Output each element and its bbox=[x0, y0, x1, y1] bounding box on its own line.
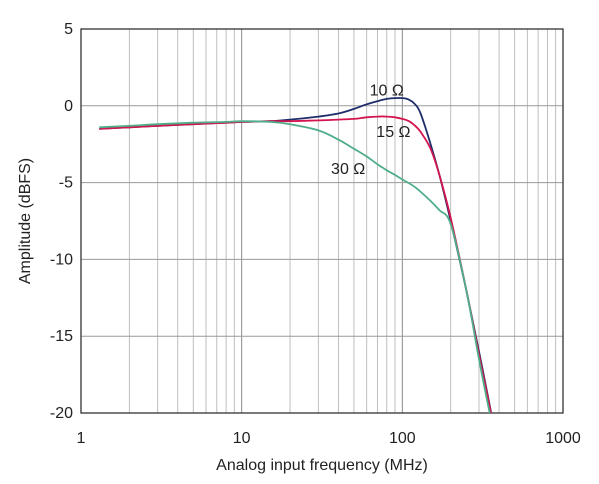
minor-gridlines bbox=[128, 29, 557, 413]
series-line-3 bbox=[99, 120, 491, 413]
x-tick-label: 1 bbox=[77, 430, 86, 447]
series-annotation: 15 Ω bbox=[376, 124, 410, 141]
y-tick-label: -20 bbox=[50, 405, 73, 422]
series-annotation: 30 Ω bbox=[331, 161, 365, 178]
y-tick-label: -10 bbox=[50, 251, 73, 268]
series-line-2 bbox=[99, 115, 492, 413]
series-annotation: 10 Ω bbox=[370, 82, 404, 99]
major-gridlines bbox=[80, 28, 564, 414]
x-tick-labels: 1 10 100 1000 bbox=[77, 430, 581, 447]
y-tick-label: 5 bbox=[64, 21, 73, 38]
y-tick-label: -5 bbox=[59, 175, 73, 192]
series-annotations: 10 Ω 15 Ω 30 Ω bbox=[331, 82, 411, 177]
series-lines bbox=[99, 97, 493, 413]
y-tick-labels: 5 0 -5 -10 -15 -20 bbox=[50, 21, 73, 422]
x-tick-label: 1000 bbox=[545, 430, 581, 447]
x-axis-label: Analog input frequency (MHz) bbox=[216, 457, 428, 474]
y-tick-label: -15 bbox=[50, 328, 73, 345]
y-axis-label: Amplitude (dBFS) bbox=[17, 158, 34, 284]
plot-frame bbox=[80, 28, 564, 414]
x-tick-label: 10 bbox=[233, 430, 251, 447]
x-tick-label: 100 bbox=[389, 430, 416, 447]
series-line-1 bbox=[99, 97, 493, 413]
y-tick-label: 0 bbox=[64, 98, 73, 115]
